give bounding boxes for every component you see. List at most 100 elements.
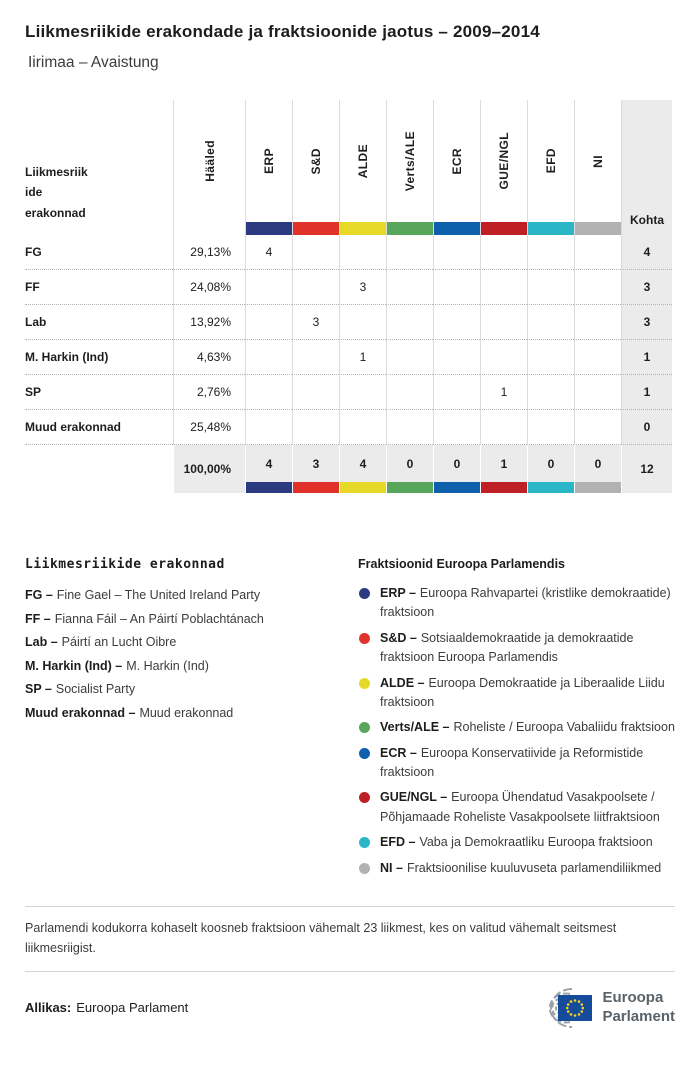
seat-cell: [292, 375, 339, 410]
legend-item-lab: Lab – Páirtí an Lucht Oibre: [25, 635, 177, 649]
seat-cell: [574, 305, 621, 340]
seat-cell: [245, 410, 292, 445]
group-color-strip: [481, 482, 527, 493]
legend-item-fg: FG – Fine Gael – The United Ireland Party: [25, 588, 261, 602]
table-total-row: 100,00% 4 3 4 0 0 1 0 0 12: [25, 445, 672, 493]
efd-color-dot: [359, 837, 370, 849]
ni-color-dot: [359, 862, 370, 874]
footnote: Parlamendi kodukorra kohaselt koosneb fr…: [25, 920, 617, 955]
table-row-muud: Muud erakonnad 25,48% 0: [25, 410, 672, 445]
seat-cell: [339, 305, 386, 340]
source-line: Allikas: Euroopa Parlament: [25, 1000, 188, 1015]
source-value: Euroopa Parlament: [76, 1000, 189, 1016]
seat-cell: [527, 270, 574, 305]
total-seats-cell: 1: [621, 340, 672, 375]
votes-value: 25,48%: [173, 410, 245, 445]
group-color-strip: [340, 222, 386, 235]
header-group-sd: S&D: [292, 100, 339, 235]
seat-cell: [245, 375, 292, 410]
erp-color-dot: [359, 588, 370, 599]
footer-row: Allikas: Euroopa Parlament Euroopa Parlam…: [25, 984, 675, 1032]
seat-cell: [574, 410, 621, 445]
page-title: Liikmesriikide erakondade ja fraktsiooni…: [25, 22, 540, 41]
seat-cell: 3: [339, 270, 386, 305]
seat-cell: [245, 305, 292, 340]
table-row-fg: FG 29,13% 4 4: [25, 235, 672, 270]
header-group-alde: ALDE: [339, 100, 386, 235]
seat-cell: [433, 305, 480, 340]
legend-item-sd: S&D – Sotsiaaldemokraatide ja demokraatid…: [358, 629, 675, 668]
party-name: FG: [25, 235, 173, 270]
legend-item-sp: SP – Socialist Party: [25, 682, 136, 696]
group-color-strip: [293, 482, 339, 493]
group-color-strip: [528, 222, 574, 235]
legend-item-ecr: ECR – Euroopa Konservatiivide ja Reformis…: [358, 744, 675, 783]
seat-cell: [386, 410, 433, 445]
guengl-color-dot: [359, 792, 370, 804]
party-name: Lab: [25, 305, 173, 340]
seats-table: Liikmesriikide erakonnad Hääled ERP S&D …: [25, 100, 672, 493]
total-seats-cell: 0: [621, 410, 672, 445]
seat-cell: [527, 340, 574, 375]
legend-item-harkin: M. Harkin (Ind) – M. Harkin (Ind): [25, 658, 209, 673]
legend-item-verts: Verts/ALE – Roheliste / Euroopa Vabaliidu…: [358, 718, 675, 737]
party-name: M. Harkin (Ind): [25, 340, 173, 375]
legend-item-alde: ALDE – Euroopa Demokraatide ja Liberaalid…: [358, 674, 675, 713]
total-seats-cell: 3: [621, 270, 672, 305]
sd-color-dot: [359, 632, 370, 644]
seat-cell: [433, 340, 480, 375]
seat-cell: [433, 375, 480, 410]
total-seats-cell: 1: [621, 375, 672, 410]
seat-cell: [480, 235, 527, 270]
legend-item-erp: ERP – Euroopa Rahvapartei (kristlike demo…: [358, 584, 675, 623]
group-color-strip: [434, 482, 480, 493]
seat-cell: [480, 270, 527, 305]
page-subtitle: Iirimaa – Avaistung: [28, 54, 159, 71]
group-color-strip: [246, 222, 292, 235]
total-group-ecr: 0: [433, 445, 480, 493]
seat-cell: [292, 410, 339, 445]
header-group-guengl: GUE/NGL: [480, 100, 527, 235]
seat-cell: [433, 270, 480, 305]
total-party-cell: [25, 445, 173, 493]
table-row-sp: SP 2,76% 1 1: [25, 375, 672, 410]
legend-item-efd: EFD – Vaba ja Demokraatliku Euroopa frakt…: [358, 833, 675, 852]
group-color-strip: [434, 222, 480, 235]
seat-cell: [433, 235, 480, 270]
votes-value: 13,92%: [173, 305, 245, 340]
total-group-alde: 4: [339, 445, 386, 493]
total-group-efd: 0: [527, 445, 574, 493]
seat-cell: [245, 340, 292, 375]
header-votes-column: Hääled: [173, 100, 245, 235]
legend-item-ff: FF – Fianna Fáil – An Páirtí Poblachtánac…: [25, 611, 264, 626]
seat-cell: [433, 410, 480, 445]
seat-cell: [480, 340, 527, 375]
seat-cell: [386, 375, 433, 410]
seat-cell: [527, 375, 574, 410]
votes-value: 2,76%: [173, 375, 245, 410]
logo-wordmark: Euroopa Parlament: [602, 989, 675, 1025]
party-name: FF: [25, 270, 173, 305]
seat-cell: 1: [339, 340, 386, 375]
legends-section: Liikmesriikide erakonnad FG – Fine Gael –…: [25, 557, 675, 884]
total-group-guengl: 1: [480, 445, 527, 493]
votes-value: 24,08%: [173, 270, 245, 305]
votes-value: 4,63%: [173, 340, 245, 375]
seat-cell: 4: [245, 235, 292, 270]
header-group-ni: NI: [574, 100, 621, 235]
seat-cell: [527, 235, 574, 270]
total-group-erp: 4: [245, 445, 292, 493]
total-group-sd: 3: [292, 445, 339, 493]
group-color-strip: [246, 482, 292, 493]
groups-legend-heading: Fraktsioonid Euroopa Parlamendis: [358, 557, 565, 571]
seat-cell: [339, 410, 386, 445]
seat-cell: [527, 410, 574, 445]
seat-cell: 3: [292, 305, 339, 340]
header-seats-column: Kohta: [621, 100, 672, 235]
groups-legend: Fraktsioonid Euroopa Parlamendis ERP – Eu…: [358, 557, 675, 884]
group-color-strip: [528, 482, 574, 493]
legend-item-muud: Muud erakonnad – Muud erakonnad: [25, 705, 234, 720]
group-color-strip: [575, 222, 621, 235]
group-color-strip: [575, 482, 621, 493]
